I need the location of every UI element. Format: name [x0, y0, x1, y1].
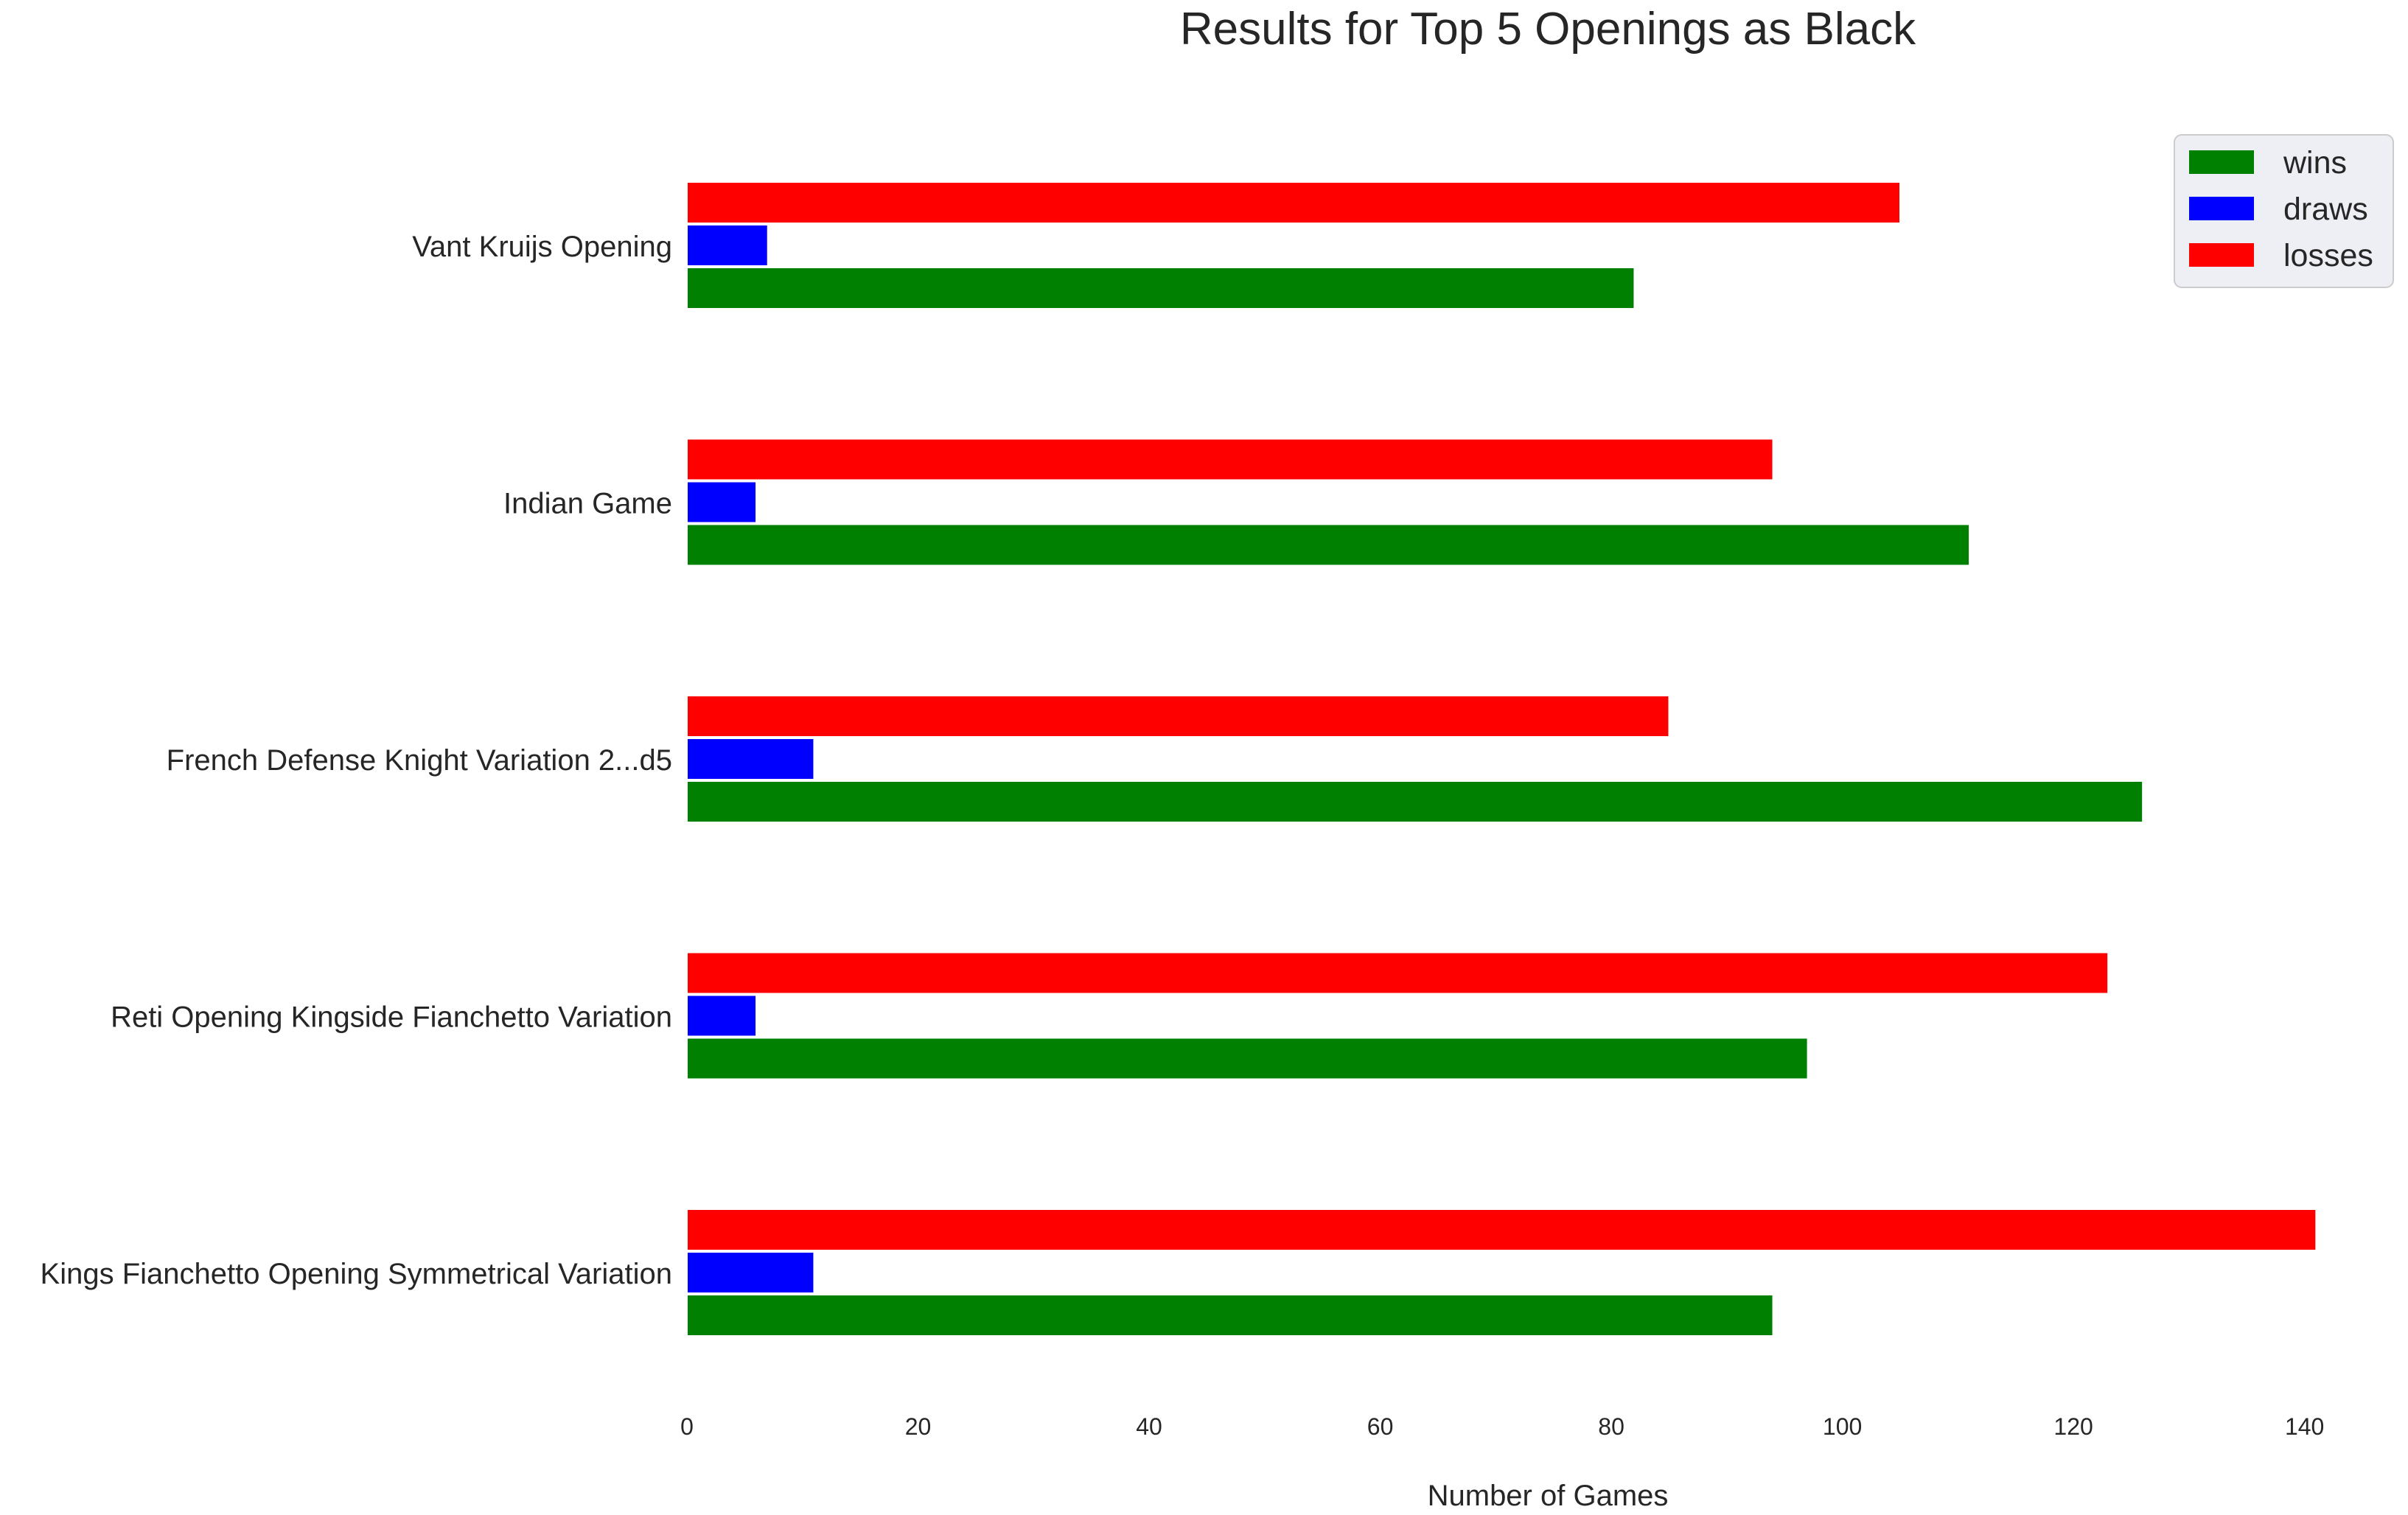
category-label-4: Reti Opening Kingside Fianchetto Variati… [111, 1001, 672, 1034]
bar-losses-4 [686, 951, 2109, 995]
bar-losses-2 [686, 438, 1774, 481]
bar-wins-5 [686, 1294, 1774, 1337]
bar-draws-3 [686, 738, 815, 780]
legend: wins draws losses [2174, 134, 2394, 288]
x-axis-label: Number of Games [1428, 1480, 1669, 1512]
bar-losses-1 [686, 181, 1901, 224]
bars-layer [686, 181, 2317, 1337]
x-tick-label-120: 120 [2053, 1413, 2093, 1440]
x-tick-label-0: 0 [680, 1413, 694, 1440]
legend-swatch-losses [2189, 243, 2254, 267]
bar-wins-4 [686, 1037, 1809, 1080]
x-tick-label-40: 40 [1136, 1413, 1162, 1440]
x-tick-labels: 0 20 40 60 80 100 120 140 [680, 1413, 2324, 1440]
legend-label-draws: draws [2283, 192, 2368, 227]
bar-draws-2 [686, 480, 758, 524]
x-tick-label-140: 140 [2285, 1413, 2324, 1440]
bar-draws-5 [686, 1251, 815, 1294]
bar-wins-3 [686, 780, 2144, 823]
bar-draws-1 [686, 224, 769, 267]
legend-label-losses: losses [2283, 238, 2373, 273]
category-label-5: Kings Fianchetto Opening Symmetrical Var… [41, 1258, 672, 1290]
category-label-1: Vant Kruijs Opening [412, 231, 672, 263]
bar-losses-3 [686, 695, 1670, 738]
x-tick-label-80: 80 [1598, 1413, 1624, 1440]
category-label-2: Indian Game [503, 488, 672, 520]
bar-wins-2 [686, 523, 1971, 567]
chart-title: Results for Top 5 Openings as Black [1180, 4, 1916, 55]
bar-draws-4 [686, 994, 758, 1038]
legend-label-wins: wins [2283, 145, 2347, 181]
category-labels: Vant Kruijs Opening Indian Game French Def… [41, 231, 672, 1290]
x-tick-label-20: 20 [905, 1413, 932, 1440]
bar-losses-5 [686, 1208, 2317, 1251]
x-tick-label-100: 100 [1823, 1413, 1862, 1440]
category-label-3: French Defense Knight Variation 2...d5 [167, 744, 672, 777]
legend-items: wins draws losses [2189, 145, 2373, 273]
legend-swatch-draws [2189, 197, 2254, 220]
bar-wins-1 [686, 267, 1636, 309]
x-tick-label-60: 60 [1367, 1413, 1394, 1440]
legend-swatch-wins [2189, 150, 2254, 174]
